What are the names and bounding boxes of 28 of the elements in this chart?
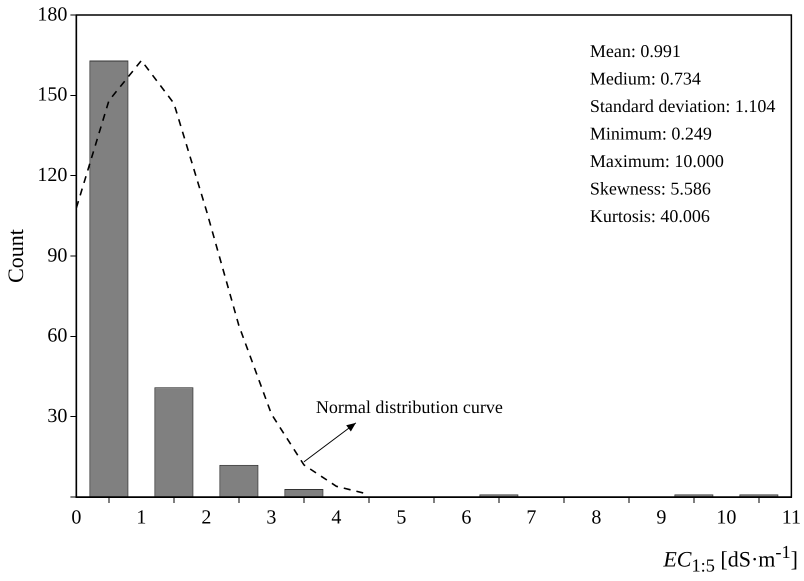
annotation: Mean: 0.991 <box>590 41 681 61</box>
x-axis-title: EC$_{1:5}$ [dS·m$^{-1}$] <box>663 542 798 577</box>
annotation: Minimum: 0.249 <box>590 124 712 144</box>
y-tick-label: 90 <box>47 244 68 266</box>
annotation: Kurtosis: 40.006 <box>590 206 710 226</box>
y-tick-label: 180 <box>37 3 68 26</box>
x-tick-label: 5 <box>396 506 406 528</box>
x-tick-label: 8 <box>591 506 602 528</box>
y-tick-label: 30 <box>47 404 68 427</box>
x-tick-label: 7 <box>526 506 536 528</box>
annotation: Standard deviation: 1.104 <box>590 96 776 116</box>
y-axis-title: Count <box>2 229 28 283</box>
y-tick-label: 120 <box>37 164 68 186</box>
x-tick-label: 11 <box>782 506 802 528</box>
x-tick-label: 3 <box>266 506 276 528</box>
x-tick-label: 0 <box>71 506 82 528</box>
x-tick-label: 10 <box>716 506 736 528</box>
annotation: Maximum: 10.000 <box>590 151 724 171</box>
x-tick-label: 6 <box>461 506 472 528</box>
x-tick-label: 1 <box>136 506 146 528</box>
y-tick-label: 60 <box>47 324 68 347</box>
annotation: Skewness: 5.586 <box>590 178 711 198</box>
annotation: Medium: 0.734 <box>590 68 701 88</box>
y-tick-label: 150 <box>37 84 68 106</box>
annotation: Normal distribution curve <box>316 396 503 417</box>
x-tick-label: 2 <box>201 506 212 528</box>
x-tick-label: 4 <box>331 506 342 528</box>
x-tick-label: 9 <box>656 506 666 528</box>
